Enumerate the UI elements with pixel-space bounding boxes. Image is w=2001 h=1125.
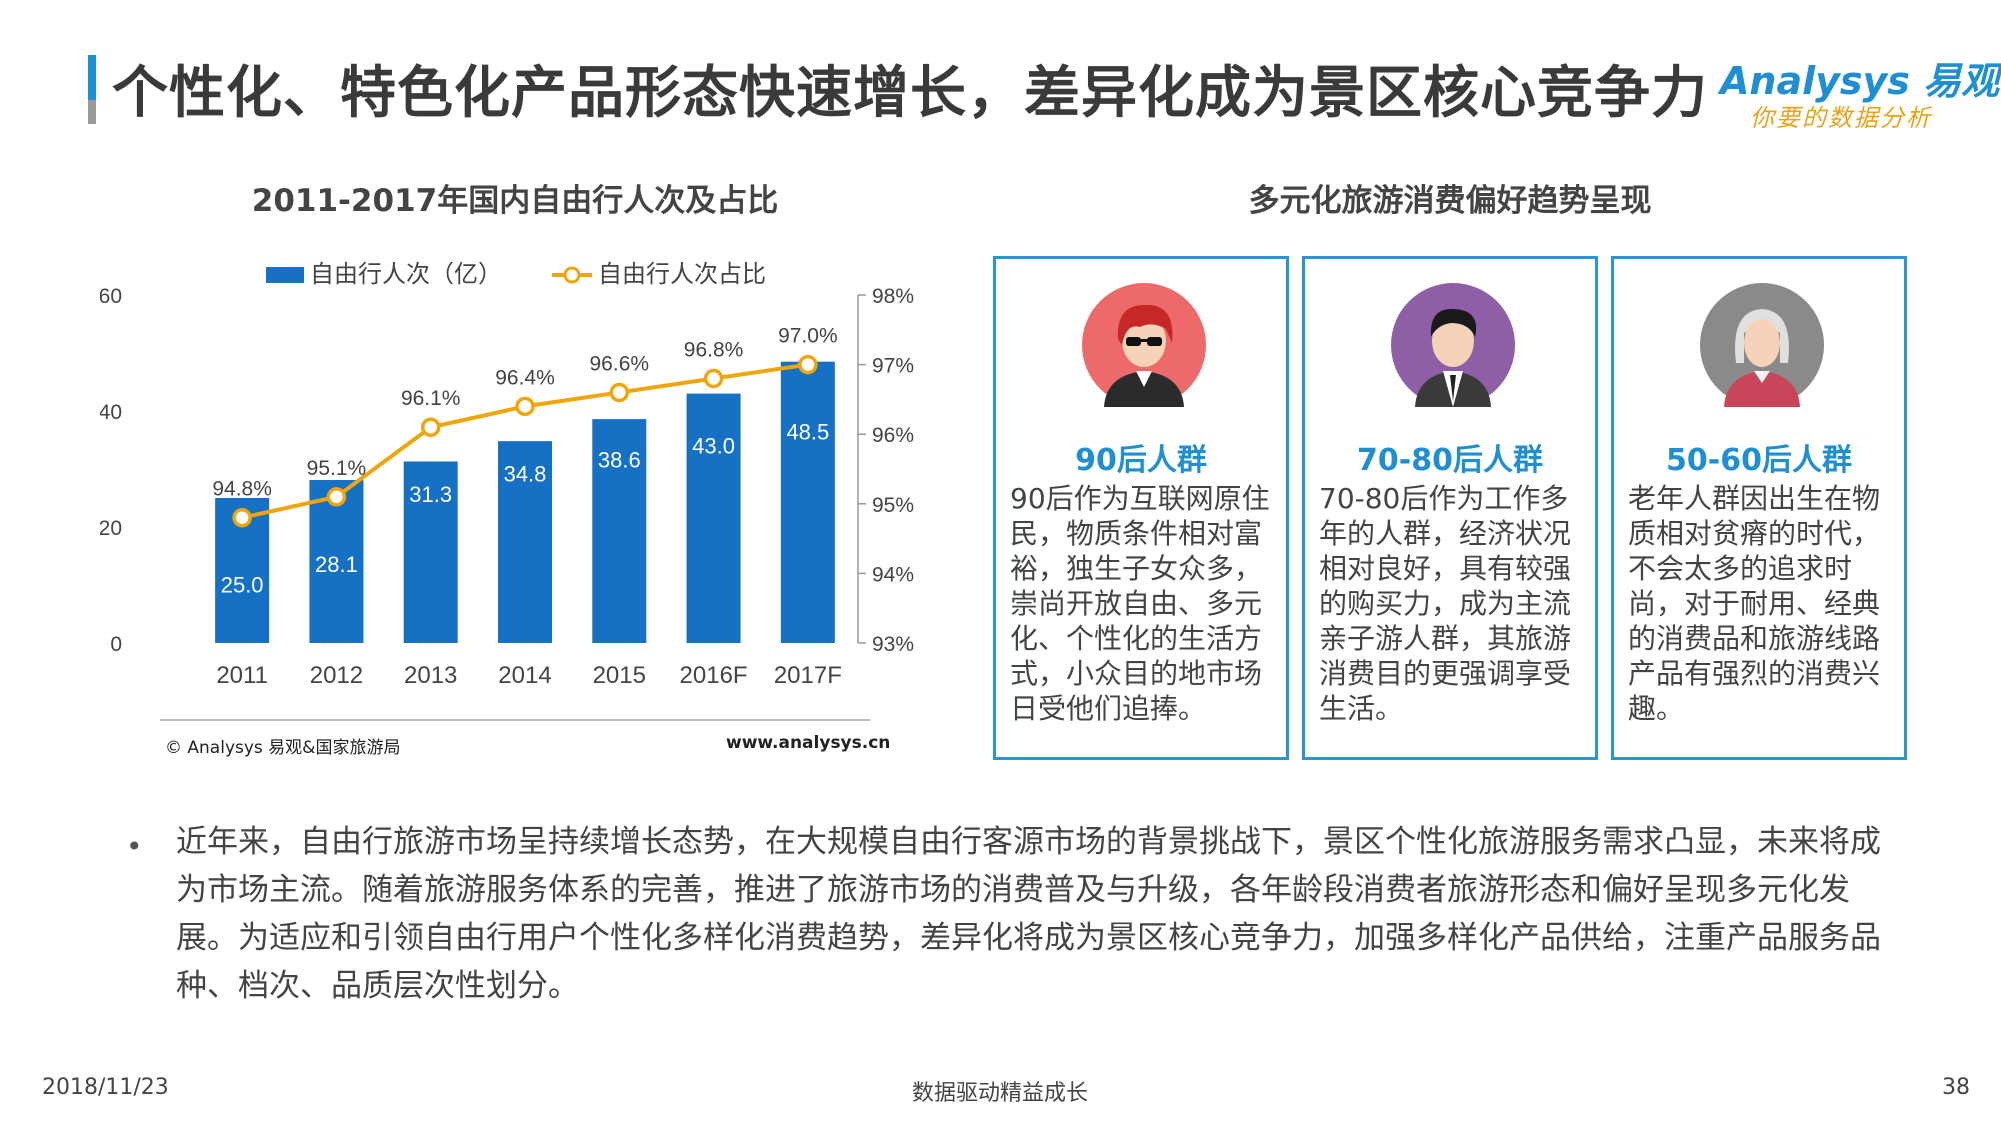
preferences-title: 多元化旅游消费偏好趋势呈现 <box>1248 183 1652 219</box>
y-right-tick-label: 97% <box>872 355 914 378</box>
bar <box>592 419 647 643</box>
x-tick-label: 2016F <box>680 662 748 689</box>
share-value-label: 97.0% <box>778 325 838 348</box>
bar-value-label: 25.0 <box>221 573 264 598</box>
young-person-avatar-icon <box>1082 283 1206 407</box>
body-paragraph: 近年来，自由行旅游市场呈持续增长态势，在大规模自由行客源市场的背景挑战下，景区个… <box>176 824 1881 1004</box>
chart-source: © Analysys 易观&国家旅游局 <box>165 738 401 758</box>
share-value-label: 96.8% <box>684 339 744 362</box>
y-right-tick-label: 94% <box>872 563 914 586</box>
y-left-tick-label: 0 <box>110 633 122 656</box>
y-right-tick-label: 95% <box>872 494 914 517</box>
group-description: 70-80后作为工作多年的人群，经济状况相对良好，具有较强的购买力，成为主流亲子… <box>1319 482 1572 725</box>
share-point <box>326 487 347 507</box>
share-point <box>798 354 818 375</box>
bar-value-label: 48.5 <box>786 420 829 445</box>
bullet-dot: • <box>126 830 143 863</box>
share-point <box>609 382 630 403</box>
group-card-50-60s: 50-60后人群 老年人群因出生在物质相对贫瘠的时代，不会太多的追求时尚，对于耐… <box>1611 256 1907 760</box>
y-left-tick-label: 40 <box>100 401 122 424</box>
share-point <box>420 417 441 437</box>
chart-website: www.analysys.cn <box>726 733 891 753</box>
chart-title: 2011-2017年国内自由行人次及占比 <box>251 183 779 219</box>
page-number: 38 <box>1942 1075 1970 1100</box>
bar-value-label: 28.1 <box>315 552 358 577</box>
legend-bar-label: 自由行人次（亿） <box>310 261 502 288</box>
logo-sub-text: 你要的数据分析 <box>1750 104 1932 132</box>
x-tick-label: 2013 <box>404 662 457 689</box>
bar <box>403 461 458 643</box>
legend-bar-swatch <box>266 267 304 283</box>
share-value-label: 96.4% <box>495 366 555 389</box>
footer-date: 2018/11/23 <box>42 1075 169 1100</box>
share-value-label: 96.6% <box>590 352 650 375</box>
bar <box>780 361 835 643</box>
x-tick-label: 2015 <box>593 662 646 689</box>
page-title: 个性化、特色化产品形态快速增长，差异化成为景区核心竞争力 <box>112 61 1708 126</box>
analysys-logo: Analysys 易观 你要的数据分析 <box>1720 50 1999 132</box>
bar-value-label: 31.3 <box>409 482 452 507</box>
share-value-label: 96.1% <box>401 387 461 410</box>
group-name: 70-80后人群 <box>1357 443 1543 478</box>
title-accent-bar <box>88 55 96 123</box>
y-left-tick-label: 60 <box>100 285 122 308</box>
bar-value-label: 38.6 <box>598 447 641 472</box>
chart-legend: 自由行人次（亿） 自由行人次占比 <box>266 261 766 288</box>
legend-line-label: 自由行人次占比 <box>598 261 766 288</box>
title-accent-bar-gray <box>88 100 96 124</box>
y-right-tick-label: 93% <box>872 633 914 656</box>
group-name: 90后人群 <box>1075 443 1207 478</box>
x-tick-label: 2017F <box>774 662 842 689</box>
bar-value-label: 43.0 <box>692 434 735 459</box>
share-point <box>703 368 724 389</box>
x-tick-label: 2011 <box>216 662 268 689</box>
elderly-person-avatar-icon <box>1700 283 1824 407</box>
group-description: 老年人群因出生在物质相对贫瘠的时代，不会太多的追求时尚，对于耐用、经典的消费品和… <box>1628 482 1881 725</box>
bar <box>309 480 364 643</box>
y-left-tick-label: 20 <box>100 517 122 540</box>
bar-value-label: 34.8 <box>504 461 547 486</box>
middle-aged-person-avatar-icon <box>1391 283 1515 407</box>
share-value-label: 95.1% <box>307 457 367 480</box>
group-description: 90后作为互联网原住民，物质条件相对富裕，独生子女众多，崇尚开放自由、多元化、个… <box>1010 482 1270 725</box>
y-right-tick-label: 98% <box>872 285 914 308</box>
y-right-tick-label: 96% <box>872 424 914 447</box>
legend-line-marker <box>563 266 581 284</box>
x-tick-label: 2014 <box>498 662 551 689</box>
x-tick-label: 2012 <box>310 662 363 689</box>
group-card-90s: 90后人群 90后作为互联网原住民，物质条件相对富裕，独生子女众多，崇尚开放自由… <box>993 256 1289 760</box>
bar <box>686 393 741 643</box>
combo-chart: 自由行人次（亿） 自由行人次占比 0 20 40 60 93% 94% 95% 96% 97% 9… <box>100 261 914 721</box>
group-card-70-80s: 70-80后人群 70-80后作为工作多年的人群，经济状况相对良好，具有较强的购… <box>1302 256 1598 760</box>
bar <box>498 441 552 643</box>
share-point <box>232 507 252 528</box>
logo-main-text: Analysys 易观 <box>1720 59 2000 103</box>
footer-slogan: 数据驱动精益成长 <box>911 1081 1088 1106</box>
share-point <box>515 396 535 417</box>
share-value-label: 94.8% <box>212 478 272 501</box>
group-name: 50-60后人群 <box>1666 443 1852 478</box>
